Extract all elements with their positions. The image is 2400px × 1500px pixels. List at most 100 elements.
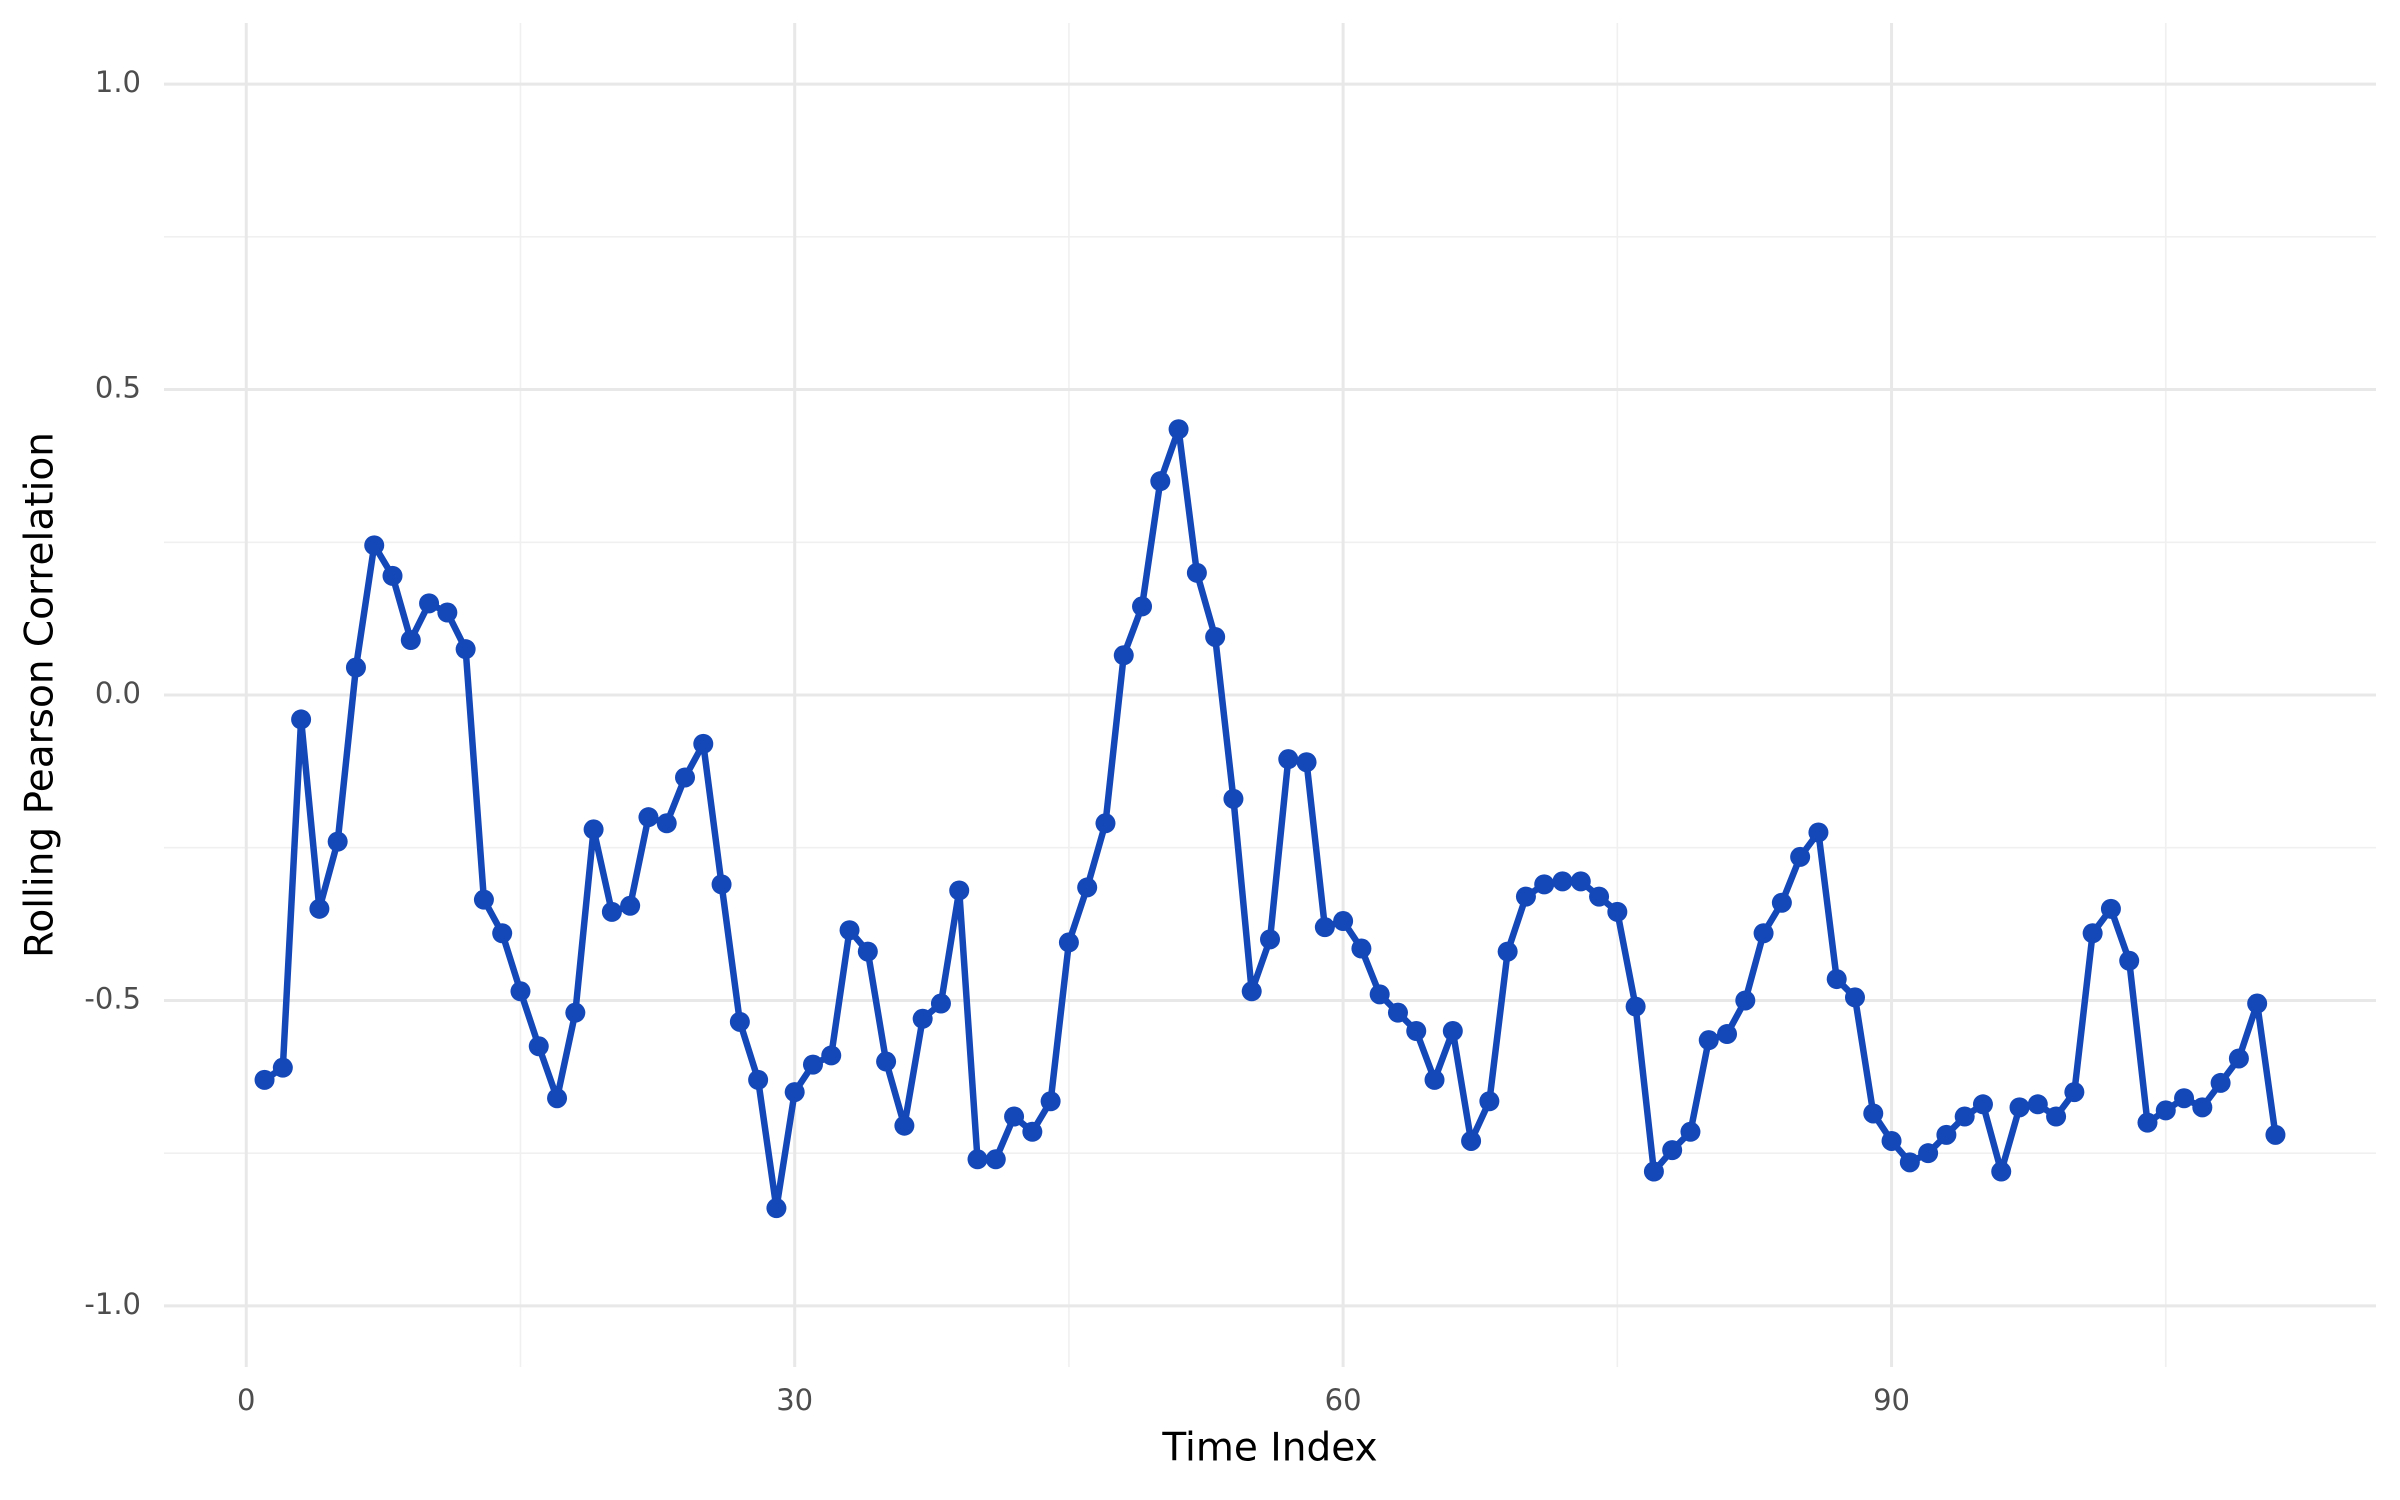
point: [1753, 923, 1774, 944]
point: [949, 880, 970, 901]
point: [327, 831, 348, 852]
point: [1077, 877, 1098, 898]
point: [1589, 886, 1610, 907]
point: [1717, 1024, 1738, 1045]
point: [1570, 871, 1591, 892]
x-axis-title: Time Index: [1161, 1426, 1377, 1471]
point: [1662, 1140, 1683, 1161]
point: [1369, 984, 1390, 1005]
point: [675, 767, 696, 788]
point: [382, 565, 403, 586]
point: [1826, 969, 1847, 990]
point: [2064, 1082, 2085, 1103]
point: [1954, 1106, 1975, 1127]
point: [930, 993, 951, 1014]
point: [565, 1002, 586, 1023]
point: [272, 1057, 293, 1078]
point: [784, 1082, 805, 1103]
point: [2027, 1094, 2048, 1115]
point: [1351, 938, 1372, 959]
point: [1515, 886, 1536, 907]
point: [2247, 993, 2268, 1014]
y-axis-title: Rolling Pearson Correlation: [18, 432, 63, 958]
point: [1918, 1143, 1939, 1164]
point: [1844, 987, 1865, 1008]
point: [1863, 1103, 1884, 1124]
point: [1698, 1030, 1719, 1051]
point: [1424, 1069, 1445, 1090]
point: [1479, 1091, 1500, 1112]
point: [1808, 822, 1829, 843]
point: [985, 1149, 1006, 1170]
point: [547, 1088, 568, 1109]
point: [254, 1069, 275, 1090]
point: [455, 639, 476, 660]
point: [802, 1054, 823, 1075]
point: [2265, 1124, 2286, 1145]
plot: [254, 419, 2286, 1219]
point: [1150, 471, 1171, 492]
point: [473, 889, 494, 910]
point: [1333, 911, 1354, 932]
point: [1899, 1152, 1920, 1173]
x-tick-label: 60: [1325, 1383, 1362, 1417]
point: [638, 807, 659, 828]
y-tick-label: 1.0: [95, 65, 141, 99]
point: [1680, 1121, 1701, 1142]
point: [2192, 1097, 2213, 1118]
point: [1168, 419, 1189, 440]
point: [492, 923, 513, 944]
point: [1771, 892, 1792, 913]
point: [1205, 626, 1226, 647]
point: [2228, 1048, 2249, 1069]
point: [748, 1069, 769, 1090]
point: [419, 593, 440, 614]
point: [345, 657, 366, 678]
point: [2100, 898, 2121, 919]
point: [1497, 941, 1518, 962]
point: [1040, 1091, 1061, 1112]
point: [620, 895, 641, 916]
point: [766, 1198, 787, 1219]
point: [437, 602, 458, 623]
point: [912, 1008, 933, 1029]
point: [364, 535, 385, 556]
point: [291, 709, 312, 730]
point: [1881, 1130, 1902, 1151]
point: [1991, 1161, 2012, 1182]
point: [693, 733, 714, 754]
point: [1296, 752, 1317, 773]
point: [1113, 645, 1134, 666]
x-tick-label: 30: [776, 1383, 813, 1417]
point: [2174, 1088, 2195, 1109]
point: [528, 1036, 549, 1057]
point: [656, 813, 677, 834]
point: [2119, 950, 2140, 971]
point: [1004, 1106, 1025, 1127]
point: [1022, 1121, 1043, 1142]
point: [1095, 813, 1116, 834]
point: [1186, 562, 1207, 583]
point: [1278, 749, 1299, 770]
point: [1790, 846, 1811, 867]
point: [1643, 1161, 1664, 1182]
point: [583, 819, 604, 840]
y-tick-label: -0.5: [84, 981, 141, 1015]
point: [894, 1115, 915, 1136]
point: [1132, 596, 1153, 617]
point: [729, 1011, 750, 1032]
point: [1442, 1021, 1463, 1041]
point: [1387, 1002, 1408, 1023]
point: [601, 901, 622, 922]
point: [1534, 874, 1555, 895]
point: [1406, 1021, 1427, 1041]
point: [400, 630, 421, 651]
point: [510, 981, 531, 1002]
point: [2082, 923, 2103, 944]
y-tick-label: -1.0: [84, 1287, 141, 1321]
point: [1607, 901, 1628, 922]
point: [1735, 990, 1756, 1011]
point: [711, 874, 732, 895]
